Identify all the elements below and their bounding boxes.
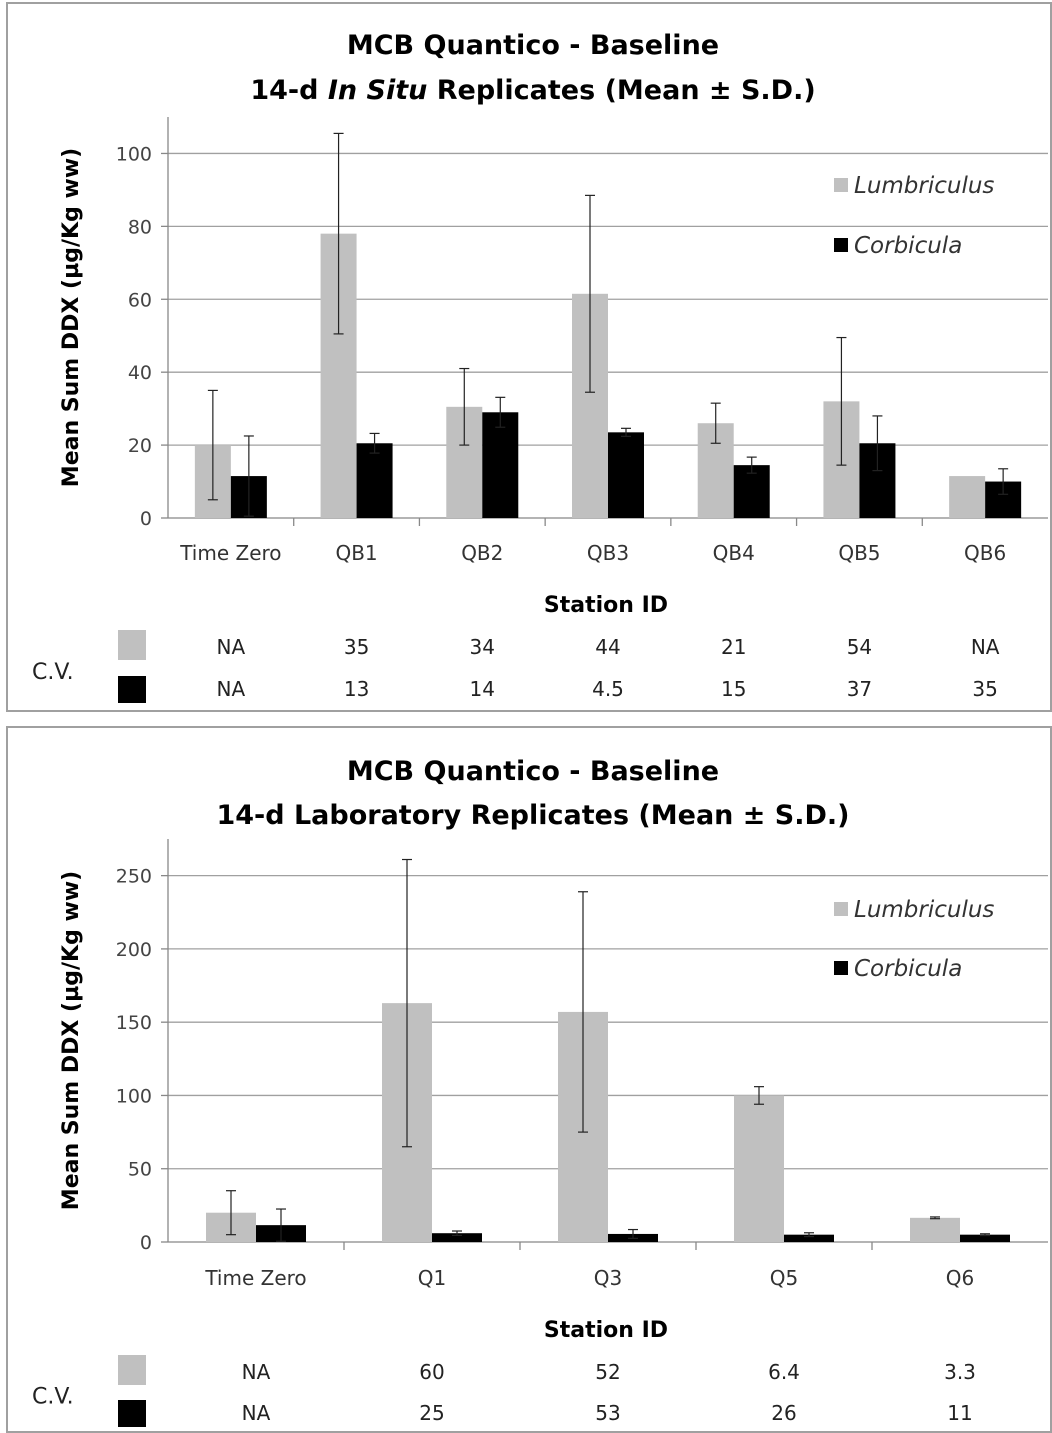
cv-value: 35 xyxy=(344,635,369,659)
cv-swatch-corbicula xyxy=(118,1400,146,1427)
chart-svg-laboratory: MCB Quantico - Baseline 14-d Laboratory R… xyxy=(32,756,1048,1427)
chart-title: MCB Quantico - Baseline xyxy=(347,756,719,787)
y-tick-label: 200 xyxy=(116,939,152,961)
chart-subtitle: 14-d Laboratory Replicates (Mean ± S.D.) xyxy=(216,800,849,831)
bar-corbicula xyxy=(432,1233,482,1242)
chart-title: MCB Quantico - Baseline xyxy=(347,30,719,61)
y-tick-label: 20 xyxy=(128,435,152,457)
x-category-label: Q1 xyxy=(418,1266,446,1290)
legend-label-corbicula: Corbicula xyxy=(854,233,962,259)
x-category-label: Q5 xyxy=(770,1266,798,1290)
cv-value: 6.4 xyxy=(768,1360,800,1384)
cv-value: 53 xyxy=(595,1401,620,1425)
legend-swatch-lumbriculus xyxy=(834,902,848,916)
y-axis-title: Mean Sum DDX (µg/Kg ww) xyxy=(59,871,84,1210)
cv-value: 34 xyxy=(470,635,495,659)
chart-subtitle: 14-d In Situ Replicates (Mean ± S.D.) xyxy=(250,75,815,106)
cv-value: 14 xyxy=(470,677,495,701)
cv-value: 37 xyxy=(847,677,872,701)
cv-value: 52 xyxy=(595,1360,620,1384)
y-tick-label: 80 xyxy=(128,216,152,238)
y-tick-label: 40 xyxy=(128,362,152,384)
cv-swatch-lumbriculus xyxy=(118,1355,146,1385)
cv-value: NA xyxy=(217,635,246,659)
legend-label-lumbriculus: Lumbriculus xyxy=(854,897,994,923)
bar-lumbriculus xyxy=(734,1095,784,1242)
y-tick-label: 100 xyxy=(116,143,152,165)
cv-label: C.V. xyxy=(32,660,74,685)
cv-swatch-corbicula xyxy=(118,676,146,703)
x-category-label: QB5 xyxy=(838,541,880,565)
cv-value: 44 xyxy=(595,635,620,659)
x-category-label: Time Zero xyxy=(204,1266,306,1290)
cv-value: 21 xyxy=(721,635,746,659)
cv-value: 25 xyxy=(419,1401,444,1425)
cv-value: NA xyxy=(217,677,246,701)
x-category-label: QB4 xyxy=(713,541,755,565)
legend-label-lumbriculus: Lumbriculus xyxy=(854,173,994,199)
chart-svg-in-situ: MCB Quantico - Baseline 14-d In Situ Repl… xyxy=(32,30,1048,703)
cv-value: 13 xyxy=(344,677,369,701)
cv-value: 35 xyxy=(972,677,997,701)
chart-panel-in-situ: MCB Quantico - Baseline 14-d In Situ Repl… xyxy=(6,2,1052,712)
cv-swatch-lumbriculus xyxy=(118,630,146,660)
x-axis-title: Station ID xyxy=(544,1318,668,1343)
x-category-label: QB2 xyxy=(461,541,503,565)
cv-value: 11 xyxy=(947,1401,972,1425)
y-tick-label: 0 xyxy=(140,1232,152,1254)
cv-value: NA xyxy=(971,635,1000,659)
y-axis-title: Mean Sum DDX (µg/Kg ww) xyxy=(59,148,84,487)
y-tick-label: 150 xyxy=(116,1012,152,1034)
bar-corbicula xyxy=(960,1234,1010,1242)
x-category-label: QB3 xyxy=(587,541,629,565)
bar-corbicula xyxy=(482,412,519,518)
bar-corbicula xyxy=(356,443,393,518)
x-axis-title: Station ID xyxy=(544,593,668,618)
legend-label-corbicula: Corbicula xyxy=(854,956,962,982)
y-tick-label: 50 xyxy=(128,1159,152,1181)
y-tick-label: 100 xyxy=(116,1085,152,1107)
cv-value: 15 xyxy=(721,677,746,701)
bar-lumbriculus xyxy=(949,476,986,518)
x-category-label: Q3 xyxy=(594,1266,622,1290)
legend-swatch-lumbriculus xyxy=(834,178,848,192)
bar-lumbriculus xyxy=(910,1217,960,1242)
y-tick-label: 0 xyxy=(140,508,152,530)
y-tick-label: 60 xyxy=(128,289,152,311)
cv-value: 4.5 xyxy=(592,677,624,701)
cv-value: NA xyxy=(242,1360,271,1384)
cv-value: 60 xyxy=(419,1360,444,1384)
bar-corbicula xyxy=(784,1234,834,1242)
bar-corbicula xyxy=(608,432,644,518)
legend-swatch-corbicula xyxy=(834,961,848,975)
x-category-label: Time Zero xyxy=(179,541,281,565)
legend-swatch-corbicula xyxy=(834,238,848,252)
cv-value: 54 xyxy=(847,635,872,659)
x-category-label: QB1 xyxy=(335,541,377,565)
cv-label: C.V. xyxy=(32,1385,74,1410)
x-category-label: QB6 xyxy=(964,541,1006,565)
cv-value: 26 xyxy=(771,1401,796,1425)
chart-panel-laboratory: MCB Quantico - Baseline 14-d Laboratory R… xyxy=(6,726,1052,1433)
x-category-label: Q6 xyxy=(946,1266,974,1290)
cv-value: NA xyxy=(242,1401,271,1425)
cv-value: 3.3 xyxy=(944,1360,976,1384)
bar-corbicula xyxy=(733,465,770,518)
y-tick-label: 250 xyxy=(116,866,152,888)
